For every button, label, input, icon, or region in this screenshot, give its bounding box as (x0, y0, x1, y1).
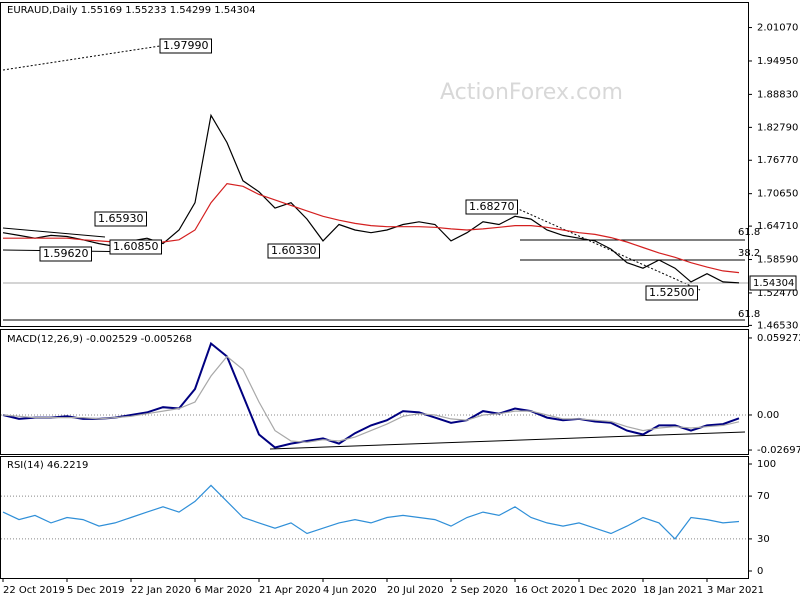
fib-label: 61.8 (738, 309, 760, 320)
drawings (2, 45, 748, 450)
y-tick-label: 1.46530 (757, 320, 798, 331)
x-tick-label: 1 Dec 2020 (579, 585, 637, 596)
y-tick-label: 0.00 (757, 410, 779, 421)
macd-pane (0, 329, 749, 455)
series-line (2, 484, 740, 540)
y-tick-label: 1.52470 (757, 288, 798, 299)
y-tick-label: 1.94950 (757, 56, 798, 67)
last-price: 1.54304 (753, 278, 794, 289)
y-tick-label: 1.82790 (757, 122, 798, 133)
x-tick-label: 22 Jan 2020 (131, 585, 191, 596)
y-tick-label: 1.64710 (757, 221, 798, 232)
fib-label: 61.8 (738, 227, 760, 238)
price-label-box (645, 285, 698, 301)
trend-line (515, 207, 701, 291)
price-label: 1.60850 (113, 240, 159, 253)
rsi-pane (0, 456, 749, 579)
series-line (2, 341, 740, 449)
x-tick-label: 18 Jan 2021 (643, 585, 703, 596)
x-tick-label: 20 Jul 2020 (387, 585, 444, 596)
last-price-box (749, 275, 797, 291)
price-label-box (39, 246, 92, 262)
y-tick-label: 2.01070 (757, 23, 798, 34)
price-label: 1.65930 (98, 212, 144, 225)
price-label: 1.52500 (649, 286, 695, 299)
fib-label: 38.2 (738, 248, 760, 259)
y-tick-label: 0 (757, 566, 763, 577)
macd-trend-line (269, 431, 746, 450)
price-label-box (94, 211, 147, 227)
price-label: 1.68270 (469, 200, 515, 213)
y-tick-label: 100 (757, 459, 776, 470)
y-tick-label: 1.70650 (757, 189, 798, 200)
y-tick-label: 1.58590 (757, 255, 798, 266)
watermark: ActionForex.com (440, 80, 623, 105)
price-title: EURAUD,Daily 1.55169 1.55233 1.54299 1.5… (7, 5, 256, 16)
x-tick-label: 2 Sep 2020 (451, 585, 508, 596)
y-tick-label: 70 (757, 491, 770, 502)
x-tick-label: 6 Mar 2020 (195, 585, 252, 596)
x-tick-label: 4 Jun 2020 (323, 585, 377, 596)
price-label: 1.60330 (271, 244, 317, 257)
price-label-box (159, 38, 212, 54)
y-tick-label: 30 (757, 534, 770, 545)
price-label: 1.59620 (43, 247, 89, 260)
price-label-box (109, 239, 162, 255)
y-tick-label: 1.76770 (757, 155, 798, 166)
macd-title: MACD(12,26,9) -0.002529 -0.005268 (7, 334, 192, 345)
price-label-box (267, 243, 320, 259)
price-label-box (465, 199, 518, 215)
y-tick-label: 1.88830 (757, 89, 798, 100)
x-tick-label: 16 Oct 2020 (515, 585, 577, 596)
trend-line (2, 45, 161, 71)
price-pane (0, 2, 749, 327)
trend-line (2, 227, 106, 238)
x-tick-label: 3 Mar 2021 (707, 585, 764, 596)
x-tick-label: 21 Apr 2020 (259, 585, 321, 596)
y-tick-label: 0.059272 (757, 333, 800, 344)
series-line (2, 355, 740, 443)
y-tick-label: -0.026978 (757, 445, 800, 456)
x-tick-label: 22 Oct 2019 (3, 585, 65, 596)
price-label: 1.97990 (163, 39, 209, 52)
x-tick-label: 5 Dec 2019 (67, 585, 125, 596)
rsi-title: RSI(14) 46.2219 (7, 460, 88, 471)
